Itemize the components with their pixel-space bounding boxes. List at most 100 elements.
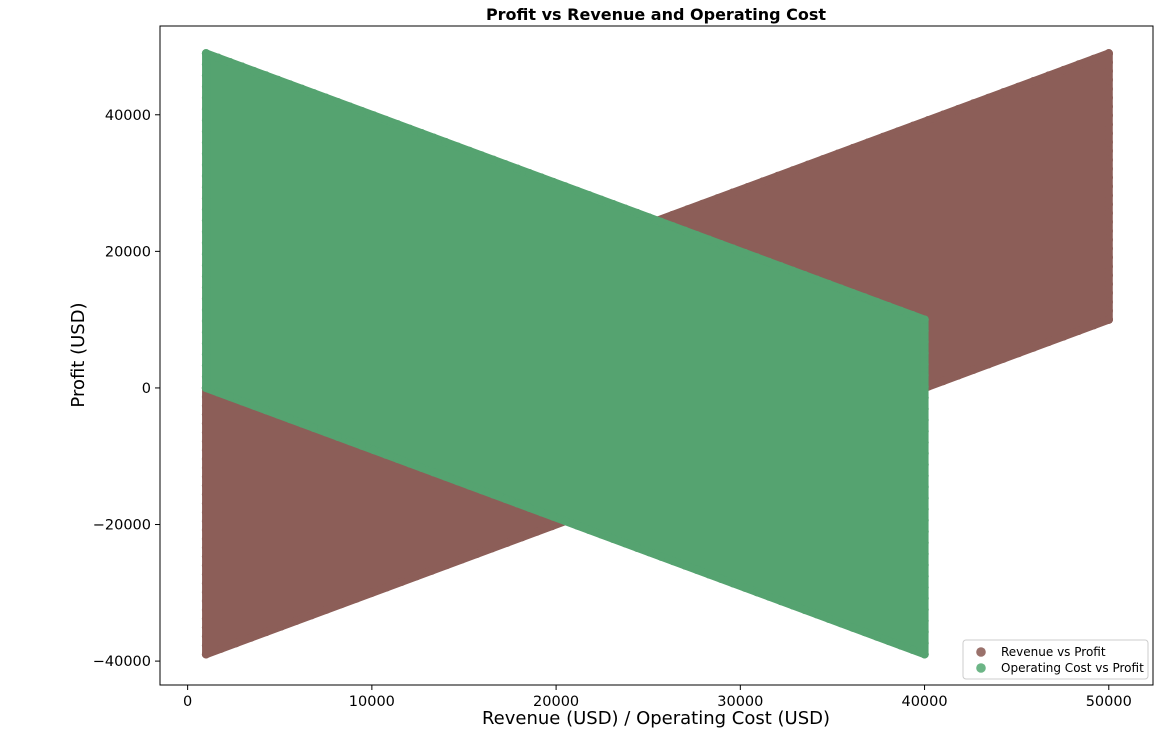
scatter-point xyxy=(246,633,256,642)
scatter-point xyxy=(954,371,963,380)
scatter-point xyxy=(920,616,929,626)
scatter-point xyxy=(225,57,235,67)
scatter-point xyxy=(201,71,211,80)
scatter-point xyxy=(704,570,714,579)
scatter-point xyxy=(920,449,929,458)
scatter-point xyxy=(728,188,737,197)
scatter-point xyxy=(513,499,522,508)
scatter-point xyxy=(225,392,235,402)
scatter-point xyxy=(920,460,929,469)
scatter-point xyxy=(547,521,557,531)
scatter-point xyxy=(285,414,295,424)
scatter-point xyxy=(1059,332,1068,341)
scatter-point xyxy=(1074,326,1083,336)
scatter-point xyxy=(1104,146,1113,156)
scatter-point xyxy=(201,596,211,606)
scatter-point xyxy=(231,638,241,648)
scatter-point xyxy=(812,275,821,284)
scatter-point xyxy=(920,583,929,592)
scatter-point xyxy=(1104,75,1113,85)
scatter-point xyxy=(668,222,678,231)
scatter-point xyxy=(920,337,929,347)
scatter-point xyxy=(201,49,211,58)
scatter-point xyxy=(908,645,917,655)
scatter-point xyxy=(585,525,594,535)
scatter-point xyxy=(620,539,630,548)
scatter-point xyxy=(1044,337,1053,347)
scatter-point xyxy=(920,505,929,514)
scatter-point xyxy=(1104,262,1113,271)
scatter-point xyxy=(920,538,929,547)
scatter-point xyxy=(920,382,929,391)
scatter-point xyxy=(381,450,390,459)
scatter-point xyxy=(573,186,582,196)
scatter-point xyxy=(201,481,211,490)
scatter-point xyxy=(1089,54,1098,64)
scatter-point xyxy=(292,616,301,626)
scatter-point xyxy=(201,216,211,225)
legend-box xyxy=(962,639,1149,680)
scatter-point xyxy=(860,293,869,302)
scatter-point xyxy=(417,129,426,138)
scatter-point xyxy=(201,104,211,114)
scatter-point xyxy=(532,527,542,536)
x-tick-label: 30000 xyxy=(717,694,763,710)
scatter-point xyxy=(1074,60,1083,69)
scatter-point xyxy=(920,326,929,336)
scatter-point xyxy=(261,405,271,415)
scatter-point xyxy=(321,428,331,437)
scatter-point xyxy=(920,438,929,447)
scatter-point xyxy=(668,556,678,566)
scatter-point xyxy=(1104,306,1113,315)
scatter-point xyxy=(1104,182,1113,191)
scatter-point xyxy=(788,166,798,175)
scatter-point xyxy=(262,627,271,637)
scatter-point xyxy=(908,311,917,320)
scatter-point xyxy=(453,142,462,151)
scatter-point xyxy=(201,316,211,326)
scatter-point xyxy=(920,650,929,659)
scatter-point xyxy=(920,627,929,637)
scatter-point xyxy=(429,133,438,142)
scatter-point xyxy=(764,257,774,267)
scatter-point xyxy=(345,437,354,446)
scatter-point xyxy=(984,93,993,103)
scatter-point xyxy=(397,577,406,586)
scatter-point xyxy=(969,99,978,108)
scatter-point xyxy=(337,599,346,609)
scatter-point xyxy=(201,579,211,588)
scatter-point xyxy=(405,459,414,468)
scatter-point xyxy=(848,623,857,632)
scatter-point xyxy=(716,239,726,249)
scatter-point xyxy=(201,454,211,464)
scatter-point xyxy=(920,527,929,536)
y-axis-ticks: −40000 −20000 0 20000 40000 xyxy=(93,108,160,670)
scatter-point xyxy=(920,404,929,414)
scatter-point xyxy=(201,372,211,381)
scatter-point xyxy=(201,82,211,91)
scatter-point xyxy=(525,168,534,178)
scatter-point xyxy=(860,627,869,637)
scatter-point xyxy=(692,565,702,575)
scatter-point xyxy=(872,632,881,641)
scatter-point xyxy=(716,574,726,584)
chart-title: Profit vs Revenue and Operating Cost xyxy=(486,5,826,24)
scatter-point xyxy=(668,210,677,220)
scatter-point xyxy=(954,104,963,114)
scatter-point xyxy=(818,155,828,164)
scatter-point xyxy=(920,393,929,402)
y-tick-label: 40000 xyxy=(105,108,151,124)
scatter-point xyxy=(893,127,903,136)
scatter-point xyxy=(740,583,750,592)
x-tick-label: 10000 xyxy=(349,694,395,710)
x-axis-label: Revenue (USD) / Operating Cost (USD) xyxy=(482,708,830,729)
scatter-point xyxy=(1104,66,1113,76)
scatter-point xyxy=(472,549,482,559)
scatter-point xyxy=(1104,315,1113,324)
scatter-point xyxy=(201,305,211,315)
x-tick-label: 20000 xyxy=(533,694,579,710)
scatter-point xyxy=(764,592,774,601)
scatter-point xyxy=(597,195,606,204)
scatter-point xyxy=(920,360,929,369)
